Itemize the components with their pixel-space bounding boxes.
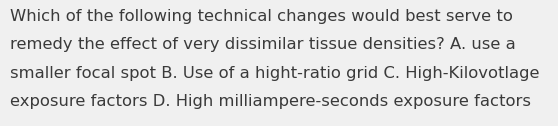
- Text: exposure factors D. High milliampere-seconds exposure factors: exposure factors D. High milliampere-sec…: [10, 94, 531, 109]
- Text: Which of the following technical changes would best serve to: Which of the following technical changes…: [10, 9, 513, 24]
- Text: smaller focal spot B. Use of a hight-ratio grid C. High-Kilovotlage: smaller focal spot B. Use of a hight-rat…: [10, 66, 540, 81]
- Text: remedy the effect of very dissimilar tissue densities? A. use a: remedy the effect of very dissimilar tis…: [10, 37, 516, 52]
